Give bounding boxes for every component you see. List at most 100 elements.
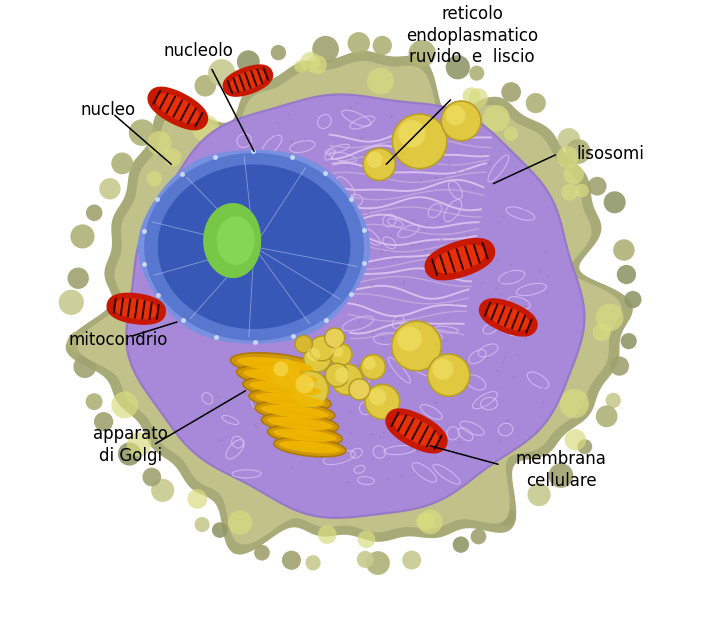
- Ellipse shape: [273, 429, 337, 441]
- Circle shape: [74, 355, 96, 378]
- Circle shape: [559, 389, 589, 419]
- Circle shape: [469, 66, 484, 81]
- Ellipse shape: [367, 162, 392, 175]
- Ellipse shape: [255, 401, 335, 422]
- Circle shape: [332, 346, 343, 357]
- Polygon shape: [487, 304, 530, 330]
- Circle shape: [596, 405, 618, 427]
- Polygon shape: [144, 153, 364, 340]
- Ellipse shape: [432, 372, 466, 389]
- Circle shape: [501, 82, 521, 102]
- Polygon shape: [138, 150, 370, 343]
- Circle shape: [617, 265, 636, 284]
- Circle shape: [143, 467, 161, 486]
- Circle shape: [398, 120, 425, 148]
- Circle shape: [367, 152, 383, 168]
- Circle shape: [194, 75, 216, 97]
- Circle shape: [274, 361, 289, 376]
- Circle shape: [416, 512, 435, 531]
- Circle shape: [418, 510, 442, 534]
- Circle shape: [129, 119, 155, 146]
- Circle shape: [291, 371, 328, 408]
- Circle shape: [402, 551, 421, 570]
- Ellipse shape: [230, 353, 320, 376]
- Polygon shape: [230, 69, 266, 92]
- Circle shape: [330, 343, 352, 366]
- Circle shape: [498, 509, 516, 526]
- Circle shape: [610, 356, 629, 376]
- Circle shape: [59, 290, 84, 315]
- Text: membrana
cellulare: membrana cellulare: [515, 450, 607, 490]
- Circle shape: [428, 354, 470, 396]
- Circle shape: [613, 239, 635, 261]
- Circle shape: [325, 363, 349, 387]
- Circle shape: [564, 164, 584, 184]
- Polygon shape: [435, 245, 485, 273]
- Text: nucleo: nucleo: [80, 101, 135, 120]
- Ellipse shape: [267, 417, 333, 430]
- Ellipse shape: [396, 342, 436, 362]
- Circle shape: [147, 171, 162, 187]
- Polygon shape: [385, 409, 447, 453]
- Circle shape: [335, 367, 350, 383]
- Circle shape: [294, 60, 308, 73]
- Circle shape: [471, 529, 486, 544]
- Circle shape: [164, 149, 182, 166]
- Circle shape: [503, 126, 518, 141]
- Text: mitocondrio: mitocondrio: [68, 330, 167, 349]
- Circle shape: [577, 439, 592, 454]
- Circle shape: [549, 463, 574, 488]
- Ellipse shape: [262, 413, 338, 434]
- Text: reticolo
endoplasmatico
ruvido  e  liscio: reticolo endoplasmatico ruvido e liscio: [406, 6, 538, 66]
- Circle shape: [296, 375, 314, 394]
- Polygon shape: [77, 61, 622, 544]
- Circle shape: [192, 115, 220, 142]
- Polygon shape: [125, 94, 586, 519]
- Circle shape: [187, 489, 207, 509]
- Ellipse shape: [237, 357, 313, 372]
- Polygon shape: [115, 298, 157, 319]
- Ellipse shape: [273, 371, 297, 383]
- Circle shape: [295, 335, 313, 353]
- Circle shape: [365, 384, 400, 419]
- Circle shape: [452, 536, 469, 553]
- Polygon shape: [203, 203, 261, 278]
- Circle shape: [624, 291, 642, 308]
- Circle shape: [349, 379, 370, 400]
- Circle shape: [408, 40, 436, 67]
- Ellipse shape: [237, 365, 323, 388]
- Circle shape: [557, 146, 579, 168]
- Circle shape: [237, 50, 259, 73]
- Polygon shape: [479, 298, 537, 337]
- Circle shape: [67, 331, 89, 353]
- Polygon shape: [66, 51, 633, 554]
- Circle shape: [111, 391, 138, 419]
- Circle shape: [303, 345, 331, 372]
- Circle shape: [306, 555, 320, 570]
- Circle shape: [347, 32, 370, 55]
- Circle shape: [605, 393, 621, 408]
- Circle shape: [147, 131, 172, 155]
- Circle shape: [312, 36, 339, 63]
- Circle shape: [118, 442, 141, 466]
- Circle shape: [561, 184, 578, 201]
- Polygon shape: [106, 293, 166, 325]
- Text: nucleolo: nucleolo: [163, 42, 233, 60]
- Circle shape: [397, 327, 422, 352]
- Ellipse shape: [335, 377, 359, 389]
- Circle shape: [151, 479, 174, 502]
- Circle shape: [588, 177, 607, 195]
- Circle shape: [86, 393, 103, 410]
- Circle shape: [462, 87, 480, 105]
- Text: apparato
di Golgi: apparato di Golgi: [93, 425, 168, 465]
- Circle shape: [596, 304, 623, 331]
- Polygon shape: [147, 87, 208, 130]
- Circle shape: [212, 522, 228, 538]
- Polygon shape: [425, 238, 496, 280]
- Circle shape: [67, 268, 89, 289]
- Circle shape: [603, 192, 625, 213]
- Ellipse shape: [279, 441, 340, 453]
- Circle shape: [301, 52, 320, 72]
- Circle shape: [527, 483, 551, 506]
- Circle shape: [270, 358, 300, 388]
